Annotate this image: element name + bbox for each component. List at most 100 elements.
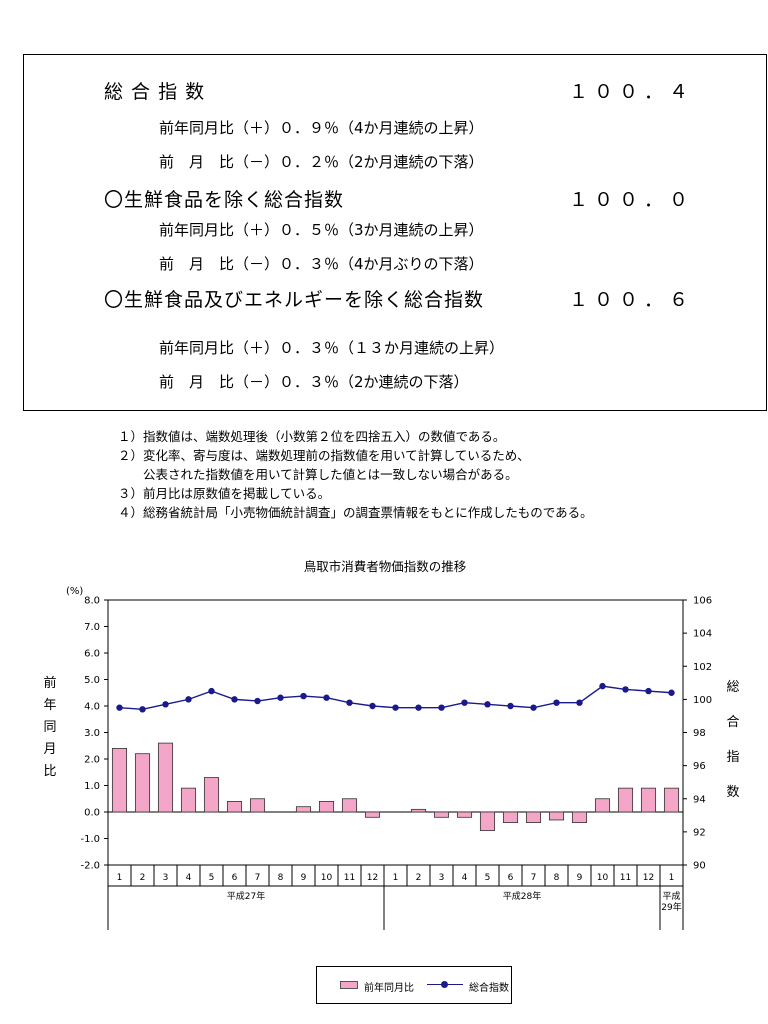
headline-mom: 前 月 比（－）０．２％（2か月連続の下落）: [159, 153, 484, 171]
bar: [479, 811, 496, 831]
core-core-yoy: 前年同月比（＋）０．３％（１３か月連続の上昇）: [159, 339, 505, 357]
chart-title: 鳥取市消費者物価指数の推移: [304, 559, 467, 574]
left-tick-label: 3.0: [84, 728, 100, 739]
x-tick-label: 10: [321, 873, 333, 883]
x-tick-label: 6: [508, 873, 514, 883]
legend-line-label: 総合指数: [469, 983, 509, 994]
index-point: [645, 687, 652, 695]
bar: [134, 753, 151, 813]
right-tick-label: 90: [693, 861, 706, 872]
x-tick-label: 4: [186, 873, 192, 883]
left-tick-label: -2.0: [80, 861, 100, 872]
x-tick-label: 5: [485, 873, 491, 883]
cpi-chart: 鳥取市消費者物価指数の推移 (%) 前年同月比 総合指数 8.0 7.0 6.0 5.…: [43, 559, 740, 930]
index-point: [507, 702, 514, 710]
year-label: 平成27年: [227, 890, 265, 902]
bar: [226, 800, 243, 813]
left-tick-label: 8.0: [84, 596, 100, 607]
index-point: [277, 694, 284, 701]
x-tick-label: 11: [344, 873, 355, 883]
right-axis-label-char: 指: [726, 750, 739, 765]
index-point: [668, 689, 675, 696]
index-point: [185, 696, 192, 703]
note-4: ４）総務省統計局「小売物価統計調査」の調査票情報をもとに作成したものである。: [118, 505, 593, 520]
bar: [456, 811, 473, 818]
index-point: [254, 697, 261, 705]
bar: [502, 811, 519, 824]
x-tick-label: 4: [462, 873, 468, 883]
right-axis-label-char: 総: [726, 680, 739, 695]
left-tick-label: -1.0: [80, 834, 100, 845]
bar: [617, 787, 634, 813]
headline-yoy: 前年同月比（＋）０．９％（4か月連続の上昇）: [159, 119, 484, 137]
chart-legend: 前年同月比 総合指数: [316, 966, 512, 1004]
right-tick-label: 96: [693, 761, 706, 772]
x-tick-label: 7: [531, 873, 537, 883]
right-tick-label: 106: [693, 596, 712, 607]
bar: [341, 798, 358, 813]
x-tick-label: 3: [439, 873, 445, 883]
plot-frame: [107, 599, 684, 866]
x-tick-label: 12: [643, 873, 654, 883]
note-2-cont: 公表された指数値を用いて計算した値とは一致しない場合がある。: [143, 467, 518, 482]
headline-value: １００．４: [569, 81, 695, 103]
left-tick-label: 1.0: [84, 781, 100, 792]
index-point: [622, 686, 629, 693]
right-axis-label-char: 合: [726, 715, 739, 730]
bar: [249, 798, 266, 813]
left-tick-label: 5.0: [84, 675, 100, 686]
x-tick-label: 2: [140, 873, 146, 883]
right-tick-label: 102: [693, 662, 712, 673]
year-label: 平成28年: [503, 890, 541, 902]
index-point: [208, 687, 215, 695]
x-tick-label: 6: [232, 873, 238, 883]
left-axis-label-char: 月: [43, 742, 56, 757]
index-point: [231, 696, 238, 703]
bar: [525, 811, 542, 824]
x-tick-label: 7: [255, 873, 261, 883]
x-tick-label: 8: [278, 873, 284, 883]
index-point: [116, 704, 123, 711]
bar: [594, 798, 611, 813]
bar: [157, 742, 174, 813]
index-point: [484, 701, 491, 708]
right-tick-label: 92: [693, 827, 706, 838]
note-1: １）指数値は、端数処理後（小数第２位を四捨五入）の数値である。: [118, 429, 506, 444]
x-tick-label: 1: [117, 873, 123, 883]
left-tick-label: 4.0: [84, 702, 100, 713]
index-point: [461, 699, 468, 706]
year-label: 平成: [662, 890, 680, 902]
x-tick-label: 9: [577, 873, 583, 883]
right-tick-label: 100: [693, 695, 712, 706]
index-point: [369, 702, 376, 710]
left-tick-label: 6.0: [84, 649, 100, 660]
x-tick-label: 8: [554, 873, 560, 883]
bar: [295, 806, 312, 813]
index-point: [162, 701, 169, 708]
left-axis-label-char: 前: [43, 675, 56, 691]
bar: [111, 747, 128, 813]
note-2: ２）変化率、寄与度は、端数処理前の指数値を用いて計算しているため、: [118, 448, 530, 463]
bar: [571, 811, 588, 824]
x-tick-label: 1: [393, 873, 399, 883]
index-point: [530, 704, 537, 711]
x-tick-label: 12: [367, 873, 378, 883]
left-tick-label: 0.0: [84, 808, 100, 819]
x-tick-label: 5: [209, 873, 215, 883]
bar: [180, 787, 197, 813]
legend-line-marker: [441, 981, 448, 988]
x-tick-label: 1: [669, 873, 675, 883]
bar: [318, 800, 335, 813]
year-label: 29年: [661, 901, 681, 913]
bar: [364, 811, 381, 818]
left-tick-label: 2.0: [84, 755, 100, 766]
left-axis-unit: (%): [66, 586, 83, 597]
bar: [203, 777, 220, 813]
x-tick-label: 10: [597, 873, 609, 883]
bar: [640, 787, 657, 813]
note-3: ３）前月比は原数値を掲載している。: [118, 486, 331, 501]
core-label: 〇生鮮食品を除く総合指数: [104, 189, 345, 211]
x-tick-label: 9: [301, 873, 307, 883]
index-point: [139, 706, 146, 713]
core-yoy: 前年同月比（＋）０．５％（3か月連続の上昇）: [159, 221, 484, 239]
